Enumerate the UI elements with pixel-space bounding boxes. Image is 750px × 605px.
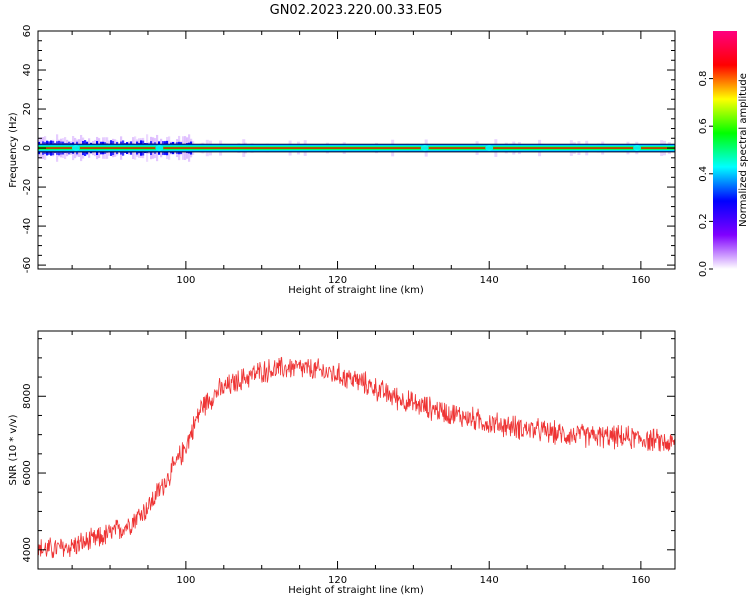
colorbar: 0.0 0.2 0.4 0.6 0.8 Normalized spectral ampl… (698, 31, 749, 277)
x-tick-label: 140 (480, 275, 499, 286)
colorbar-tick-label: 0.6 (698, 118, 709, 134)
x-tick-label: 100 (176, 275, 195, 286)
snr-panel: 100 120 140 160 4000 6000 8000 Height of stra… (8, 330, 676, 596)
spectrogram-band (38, 144, 675, 152)
x-tick-label: 140 (480, 575, 499, 586)
snr-plot-area (38, 331, 675, 569)
spectrogram-spot (485, 145, 494, 152)
colorbar-gradient (713, 31, 737, 269)
spectrogram-frame (37, 30, 676, 270)
y-tick-label: 6000 (22, 460, 33, 485)
y-tick-label: 60 (22, 25, 33, 38)
y-tick-label: 20 (22, 103, 33, 116)
y-tick-label: -20 (22, 179, 33, 195)
spectrogram-y-ticks: -60 -40 -20 0 20 40 60 (22, 25, 675, 273)
colorbar-tick-label: 0.0 (698, 261, 709, 277)
x-tick-label: 100 (176, 575, 195, 586)
spectrogram-spot (420, 145, 429, 152)
colorbar-tick-label: 0.4 (698, 166, 709, 182)
colorbar-tick-label: 0.8 (698, 71, 709, 87)
y-tick-label: 4000 (22, 537, 33, 562)
x-tick-label: 120 (328, 575, 347, 586)
snr-series-line (38, 356, 675, 559)
spectrogram-x-axis-label: Height of straight line (km) (288, 285, 424, 296)
snr-y-axis-label: SNR (10 * v/v) (8, 414, 19, 485)
x-tick-label: 160 (631, 275, 650, 286)
spectrogram-y-axis-label: Frequency (Hz) (8, 112, 19, 188)
spectrogram-spot (71, 145, 80, 152)
y-tick-label: 8000 (22, 384, 33, 409)
spectrogram-panel: 100 120 140 160 -60 -40 -20 0 20 40 60 Height of … (8, 25, 676, 296)
snr-x-axis-label: Height of straight line (km) (288, 585, 424, 596)
y-tick-label: 0 (22, 145, 33, 151)
spectrogram-spot (633, 145, 642, 152)
snr-x-ticks: 100 120 140 160 (71, 331, 650, 586)
colorbar-label: Normalized spectral amplitude (738, 73, 749, 227)
spectrogram-x-ticks: 100 120 140 160 (71, 31, 650, 286)
chart-title: GN02.2023.220.00.33.E05 (270, 3, 443, 18)
colorbar-ticks: 0.0 0.2 0.4 0.6 0.8 (698, 71, 713, 277)
y-tick-label: -40 (22, 218, 33, 234)
x-tick-label: 160 (631, 575, 650, 586)
snr-frame (37, 330, 676, 570)
x-tick-label: 120 (328, 275, 347, 286)
colorbar-tick-label: 0.2 (698, 213, 709, 229)
snr-y-ticks: 4000 6000 8000 (22, 338, 675, 570)
y-tick-label: -60 (22, 257, 33, 273)
spectrogram-spot (155, 145, 164, 152)
y-tick-label: 40 (22, 64, 33, 77)
